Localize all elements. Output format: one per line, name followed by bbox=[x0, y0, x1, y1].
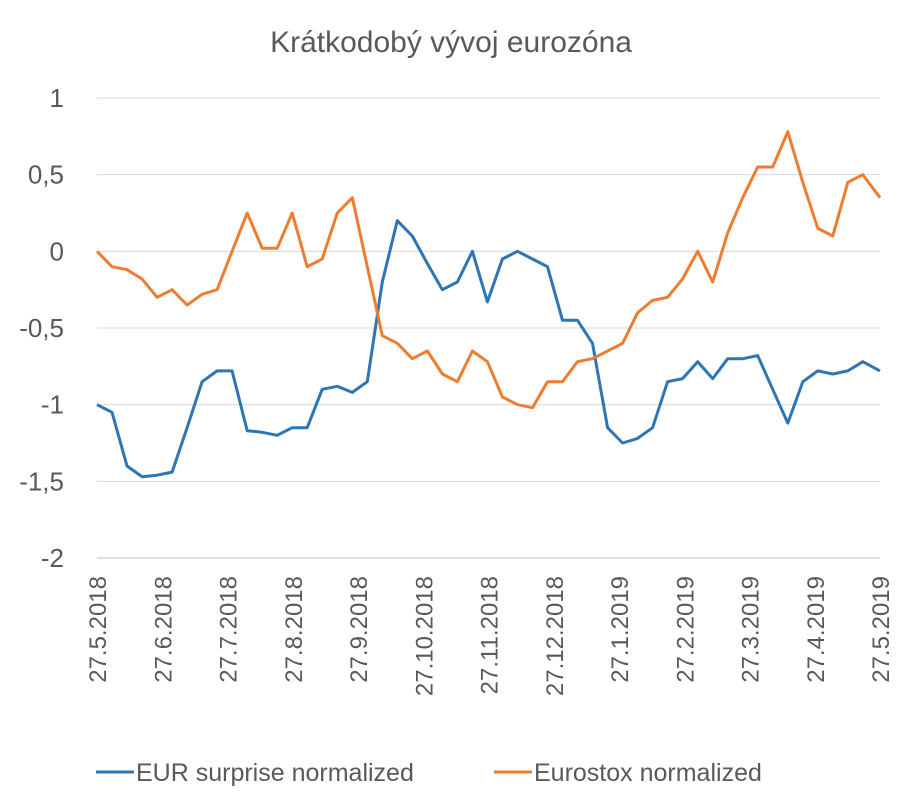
x-tick-label: 27.9.2018 bbox=[346, 576, 373, 683]
y-tick-label: -0,5 bbox=[19, 313, 64, 343]
y-tick-label: -2 bbox=[41, 543, 64, 573]
x-tick-label: 27.8.2018 bbox=[281, 576, 308, 683]
legend-label: EUR surprise normalized bbox=[136, 759, 414, 787]
gridlines bbox=[97, 97, 880, 559]
x-tick-label: 27.11.2018 bbox=[477, 576, 504, 694]
y-tick-label: -1,5 bbox=[19, 466, 64, 496]
y-tick-label: -1 bbox=[41, 390, 64, 420]
x-tick-label: 27.4.2019 bbox=[803, 576, 830, 683]
chart-title: Krátkodobý vývoj eurozóna bbox=[270, 26, 632, 59]
x-tick-label: 27.5.2019 bbox=[868, 576, 895, 683]
y-axis-ticks: 1 0,5 0 -0,5 -1 -1,5 -2 bbox=[19, 83, 64, 573]
x-tick-label: 27.6.2018 bbox=[150, 576, 177, 683]
x-tick-label: 27.5.2018 bbox=[85, 576, 112, 683]
x-axis-ticks: 27.5.2018 27.6.2018 27.7.2018 27.8.2018 27.9… bbox=[85, 576, 895, 696]
x-tick-label: 27.12.2018 bbox=[542, 576, 569, 696]
x-tick-label: 27.3.2019 bbox=[738, 576, 765, 683]
series-lines bbox=[95, 130, 882, 479]
x-tick-label: 27.1.2019 bbox=[607, 576, 634, 683]
legend: EUR surprise normalized Eurostox normaliz… bbox=[96, 759, 762, 787]
x-tick-label: 27.7.2018 bbox=[216, 576, 243, 683]
y-tick-label: 0,5 bbox=[28, 160, 64, 190]
y-tick-label: 0 bbox=[50, 236, 64, 266]
y-tick-label: 1 bbox=[50, 83, 64, 113]
x-tick-label: 27.2.2019 bbox=[672, 576, 699, 683]
legend-label: Eurostox normalized bbox=[534, 759, 762, 787]
x-tick-label: 27.10.2018 bbox=[411, 576, 438, 696]
series-line-eurostox bbox=[95, 130, 882, 410]
series-line-eur-surprise bbox=[96, 219, 881, 479]
